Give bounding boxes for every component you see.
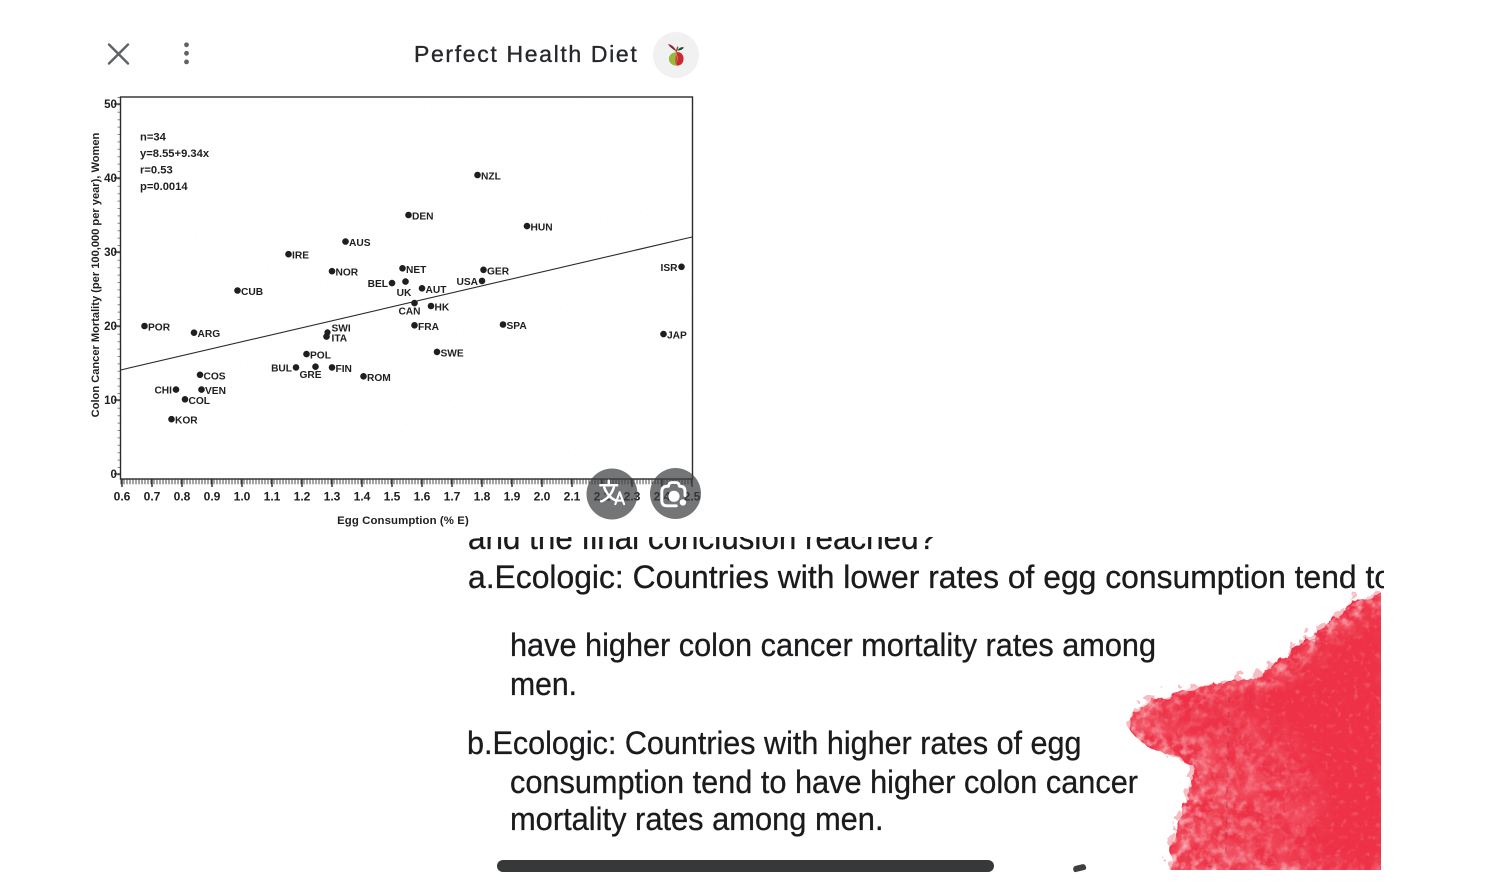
svg-text:y=8.55+9.34x: y=8.55+9.34x [140,148,210,160]
svg-text:UK: UK [397,288,412,299]
svg-text:JAP: JAP [667,331,687,342]
svg-text:AUS: AUS [349,238,371,249]
svg-text:0: 0 [111,468,117,481]
svg-text:HUN: HUN [531,223,553,234]
svg-text:1.1: 1.1 [264,490,281,504]
svg-text:30: 30 [104,246,117,259]
svg-text:GRE: GRE [299,370,321,381]
svg-text:0.6: 0.6 [114,490,131,504]
svg-text:NET: NET [406,265,427,276]
svg-text:FIN: FIN [336,364,352,375]
svg-text:1.2: 1.2 [294,490,311,504]
svg-text:10: 10 [104,394,117,407]
svg-text:Colon Cancer Mortality (per 10: Colon Cancer Mortality (per 100,000 per … [90,132,102,417]
svg-text:FRA: FRA [418,322,440,333]
svg-text:GER: GER [487,266,510,277]
svg-text:IRE: IRE [292,251,309,262]
svg-text:NOR: NOR [336,268,359,279]
svg-text:r=0.53: r=0.53 [140,165,173,177]
svg-text:CHI: CHI [154,386,172,397]
svg-text:CUB: CUB [241,287,263,298]
svg-text:ISR: ISR [661,263,679,274]
svg-text:AUT: AUT [426,285,448,296]
svg-text:1.3: 1.3 [324,490,341,504]
svg-text:0.9: 0.9 [204,490,221,504]
svg-text:BEL: BEL [368,279,388,290]
svg-text:SWI: SWI [332,324,351,335]
svg-text:0.7: 0.7 [144,490,161,504]
svg-text:NZL: NZL [481,172,501,183]
svg-text:40: 40 [104,172,117,185]
svg-text:1.5: 1.5 [384,490,401,504]
svg-text:USA: USA [456,277,478,288]
svg-text:ARG: ARG [198,329,221,340]
svg-text:2.1: 2.1 [564,490,581,504]
svg-text:BUL: BUL [271,363,292,374]
svg-text:COS: COS [204,371,226,382]
svg-text:1.6: 1.6 [414,490,431,504]
svg-text:POL: POL [310,351,331,362]
svg-text:1.0: 1.0 [234,490,251,504]
svg-text:1.4: 1.4 [354,490,371,504]
svg-text:1.7: 1.7 [444,490,461,504]
svg-text:KOR: KOR [175,416,198,427]
svg-text:2.0: 2.0 [534,490,551,504]
svg-text:ITA: ITA [332,334,348,345]
svg-text:COL: COL [189,396,211,407]
svg-text:p=0.0014: p=0.0014 [140,181,188,193]
svg-text:20: 20 [104,320,117,333]
svg-text:1.9: 1.9 [504,490,521,504]
svg-text:POR: POR [148,323,171,334]
svg-text:DEN: DEN [412,212,434,223]
svg-text:1.8: 1.8 [474,490,491,504]
svg-text:VEN: VEN [205,386,226,397]
svg-text:0.8: 0.8 [174,490,191,504]
svg-text:ROM: ROM [367,373,391,384]
svg-text:Egg Consumption (% E): Egg Consumption (% E) [337,515,469,527]
svg-text:n=34: n=34 [140,132,167,144]
svg-text:50: 50 [104,98,117,111]
svg-text:SWE: SWE [441,348,464,359]
svg-text:CAN: CAN [398,307,420,318]
svg-text:SPA: SPA [507,321,528,332]
svg-text:HK: HK [435,303,450,314]
